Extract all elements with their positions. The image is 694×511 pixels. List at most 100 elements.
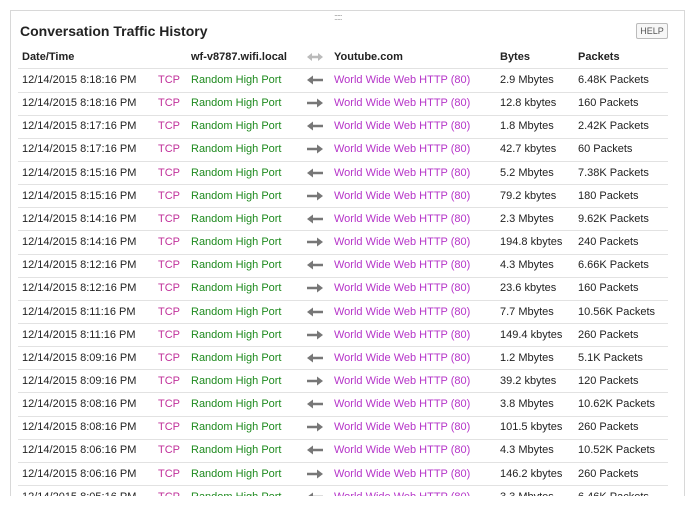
remote-port: World Wide Web HTTP (80) bbox=[334, 351, 471, 364]
remote-port: World Wide Web HTTP (80) bbox=[334, 374, 471, 387]
row-separator bbox=[18, 415, 668, 417]
bytes: 149.4 kbytes bbox=[500, 328, 563, 341]
bytes: 79.2 kbytes bbox=[500, 189, 557, 202]
local-port: Random High Port bbox=[191, 374, 282, 387]
bytes: 23.6 kbytes bbox=[500, 282, 557, 295]
column-header: Packets bbox=[578, 51, 620, 63]
direction-arrow bbox=[307, 422, 323, 432]
remote-port: World Wide Web HTTP (80) bbox=[334, 74, 471, 86]
column-header: Youtube.com bbox=[334, 51, 403, 63]
timestamp: 12/14/2015 8:06:16 PM bbox=[22, 444, 137, 457]
direction-arrow bbox=[307, 237, 323, 247]
packets: 180 Packets bbox=[578, 189, 639, 202]
protocol: TCP bbox=[158, 189, 180, 202]
direction-arrow bbox=[307, 469, 323, 479]
protocol: TCP bbox=[158, 282, 180, 295]
local-port: Random High Port bbox=[191, 189, 282, 202]
local-port: Random High Port bbox=[191, 421, 282, 434]
direction-arrow bbox=[307, 121, 323, 131]
packets: 260 Packets bbox=[578, 467, 639, 480]
direction-arrow bbox=[307, 353, 323, 363]
bytes: 194.8 kbytes bbox=[500, 236, 563, 249]
packets: 10.62K Packets bbox=[578, 398, 656, 411]
direction-arrow bbox=[307, 191, 323, 201]
help-button[interactable]: HELP bbox=[636, 23, 668, 39]
timestamp: 12/14/2015 8:12:16 PM bbox=[22, 259, 137, 272]
packets: 10.52K Packets bbox=[578, 444, 656, 457]
timestamp: 12/14/2015 8:08:16 PM bbox=[22, 421, 137, 434]
protocol: TCP bbox=[158, 143, 180, 156]
traffic-panel: ::::: Conversation Traffic History HELP … bbox=[10, 10, 685, 496]
remote-port: World Wide Web HTTP (80) bbox=[334, 212, 471, 225]
row-separator bbox=[18, 137, 668, 139]
remote-port: World Wide Web HTTP (80) bbox=[334, 398, 471, 411]
column-header: Date/Time bbox=[22, 51, 75, 63]
protocol: TCP bbox=[158, 212, 180, 225]
timestamp: 12/14/2015 8:11:16 PM bbox=[22, 328, 136, 341]
row-separator bbox=[18, 184, 668, 186]
row-separator bbox=[18, 299, 668, 301]
local-port: Random High Port bbox=[191, 305, 282, 318]
remote-port: World Wide Web HTTP (80) bbox=[334, 189, 471, 202]
row-separator bbox=[18, 485, 668, 487]
packets: 6.46K Packets bbox=[578, 490, 649, 496]
protocol: TCP bbox=[158, 120, 180, 133]
protocol: TCP bbox=[158, 398, 180, 411]
direction-arrow bbox=[307, 283, 323, 293]
row-separator bbox=[18, 253, 668, 255]
timestamp: 12/14/2015 8:17:16 PM bbox=[22, 120, 137, 133]
bytes: 12.8 kbytes bbox=[500, 97, 557, 110]
packets: 7.38K Packets bbox=[578, 166, 649, 179]
local-port: Random High Port bbox=[191, 120, 282, 133]
local-port: Random High Port bbox=[191, 444, 282, 457]
remote-port: World Wide Web HTTP (80) bbox=[334, 328, 471, 341]
bytes: 3.8 Mbytes bbox=[500, 398, 554, 411]
timestamp: 12/14/2015 8:14:16 PM bbox=[22, 212, 137, 225]
drag-handle[interactable]: ::::: bbox=[334, 12, 342, 22]
protocol: TCP bbox=[158, 97, 180, 110]
direction-arrow bbox=[307, 445, 323, 455]
column-header: Bytes bbox=[500, 51, 530, 63]
direction-arrow bbox=[307, 214, 323, 224]
bidirectional-icon bbox=[307, 53, 323, 61]
timestamp: 12/14/2015 8:15:16 PM bbox=[22, 189, 137, 202]
protocol: TCP bbox=[158, 236, 180, 249]
packets: 60 Packets bbox=[578, 143, 633, 156]
row-separator bbox=[18, 346, 668, 348]
remote-port: World Wide Web HTTP (80) bbox=[334, 490, 470, 496]
protocol: TCP bbox=[158, 374, 180, 387]
remote-port: World Wide Web HTTP (80) bbox=[334, 305, 471, 318]
protocol: TCP bbox=[158, 259, 180, 272]
protocol: TCP bbox=[158, 421, 180, 434]
timestamp: 12/14/2015 8:05:16 PM bbox=[22, 490, 136, 496]
row-separator bbox=[18, 369, 668, 371]
direction-arrow bbox=[307, 330, 323, 340]
packets: 260 Packets bbox=[578, 328, 639, 341]
remote-port: World Wide Web HTTP (80) bbox=[334, 97, 471, 110]
direction-arrow bbox=[307, 144, 323, 154]
local-port: Random High Port bbox=[191, 282, 282, 295]
bytes: 7.7 Mbytes bbox=[500, 305, 554, 318]
remote-port: World Wide Web HTTP (80) bbox=[334, 282, 471, 295]
protocol: TCP bbox=[158, 328, 180, 341]
remote-port: World Wide Web HTTP (80) bbox=[334, 143, 471, 156]
protocol: TCP bbox=[158, 490, 180, 496]
direction-arrow bbox=[307, 75, 323, 85]
packets: 120 Packets bbox=[578, 374, 639, 387]
direction-arrow bbox=[307, 98, 323, 108]
remote-port: World Wide Web HTTP (80) bbox=[334, 120, 471, 133]
local-port: Random High Port bbox=[191, 236, 282, 249]
local-port: Random High Port bbox=[191, 259, 282, 272]
direction-arrow bbox=[307, 260, 323, 270]
row-separator bbox=[18, 68, 668, 69]
bytes: 1.8 Mbytes bbox=[500, 120, 554, 133]
remote-port: World Wide Web HTTP (80) bbox=[334, 259, 471, 272]
local-port: Random High Port bbox=[191, 212, 282, 225]
panel-title: Conversation Traffic History bbox=[20, 23, 208, 39]
direction-arrow bbox=[307, 307, 323, 316]
local-port: Random High Port bbox=[191, 143, 282, 156]
bytes: 101.5 kbytes bbox=[500, 421, 563, 434]
protocol: TCP bbox=[158, 305, 180, 318]
protocol: TCP bbox=[158, 166, 180, 179]
